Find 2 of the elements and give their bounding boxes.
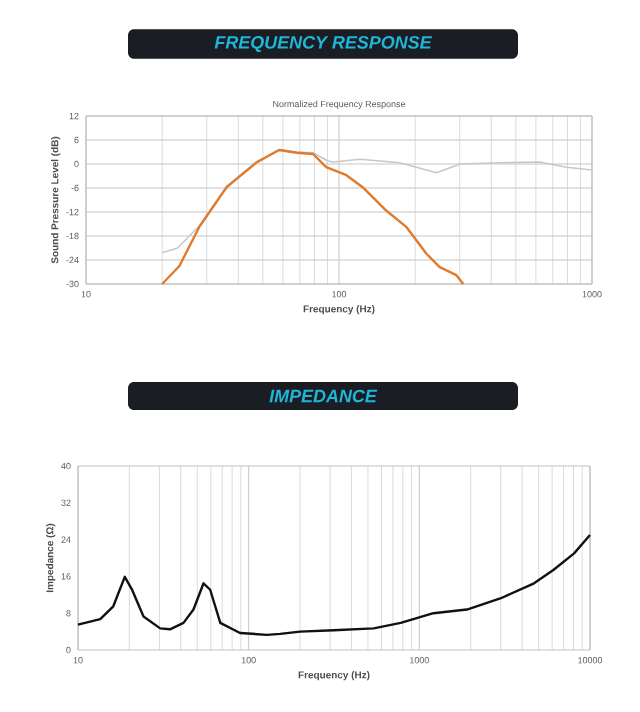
chart-title: FREQUENCY RESPONSE: [214, 35, 433, 53]
chart-title: IMPEDANCE: [269, 389, 378, 403]
